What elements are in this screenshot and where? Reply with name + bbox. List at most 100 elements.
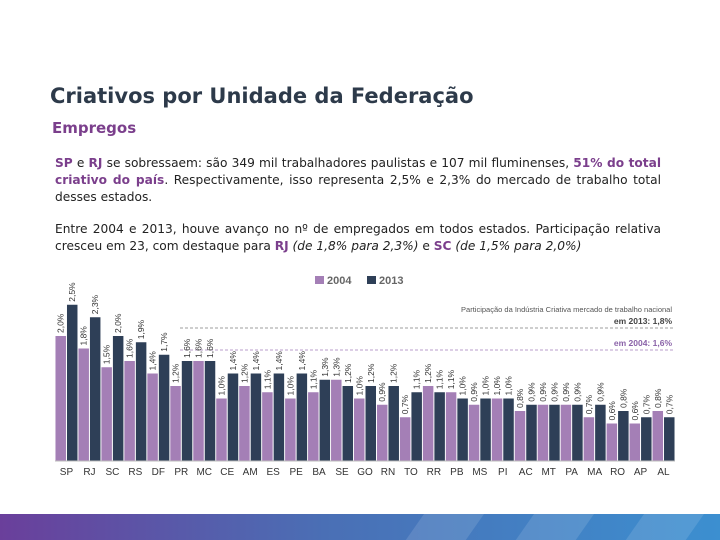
bar-chart: 2004 2013 Participação da Indústria Criati…	[55, 275, 675, 478]
bar-2004-SE	[331, 379, 342, 461]
data-label-2004-PI: 1,0%	[492, 376, 502, 396]
category-label-PA: PA	[565, 467, 578, 478]
data-label-2004-PR: 1,2%	[171, 363, 181, 383]
data-label-2013-RJ: 2,3%	[90, 294, 100, 314]
data-label-2013-RN: 1,2%	[389, 363, 399, 383]
bar-2013-MT	[549, 404, 560, 461]
data-label-2004-GO: 1,0%	[354, 376, 364, 396]
data-label-2004-PB: 1,1%	[446, 369, 456, 389]
bar-2013-AL	[664, 417, 675, 461]
data-label-2004-SP: 2,0%	[56, 313, 66, 333]
data-label-2013-SC: 2,0%	[113, 313, 123, 333]
category-label-MS: MS	[472, 467, 487, 478]
bar-2013-AC	[526, 404, 537, 461]
category-label-MC: MC	[196, 467, 212, 478]
sp-text: SP	[55, 156, 73, 170]
data-label-2004-DF: 1,4%	[148, 351, 158, 371]
category-label-AM: AM	[243, 467, 258, 478]
paragraph-1: SP e RJ se sobressaem: são 349 mil traba…	[55, 155, 661, 206]
highlight-text: 51% do total criativo do país	[55, 156, 662, 187]
bar-2004-GO	[354, 398, 365, 461]
data-label-2013-PR: 1,6%	[182, 338, 192, 358]
legend-swatch-2004	[315, 276, 324, 284]
bar-2013-TO	[411, 392, 422, 461]
bar-2004-PA	[560, 404, 572, 461]
bar-2013-PA	[572, 404, 583, 461]
data-label-2013-RS: 1,9%	[136, 319, 146, 339]
bar-2004-PE	[285, 398, 296, 461]
paragraph-1-text-a: se sobressaem: são 349 mil trabalhadores…	[102, 156, 574, 170]
bar-2004-MC	[193, 361, 204, 461]
bar-2013-SC	[112, 336, 124, 461]
bar-2013-RS	[135, 342, 147, 461]
bar-2013-PB	[457, 398, 468, 461]
bar-2013-PR	[181, 361, 193, 461]
sc-highlight: SC	[433, 239, 452, 253]
data-label-2004-ES: 1,1%	[262, 369, 272, 389]
data-label-2013-SE: 1,2%	[343, 363, 353, 383]
data-label-2013-PI: 1,0%	[504, 376, 514, 396]
bar-2013-RO	[618, 411, 629, 461]
paragraph-2: Entre 2004 e 2013, houve avanço no nº de…	[55, 221, 661, 255]
bar-2004-CE	[216, 398, 227, 461]
bar-2013-MC	[204, 361, 216, 461]
rj-detail: (de 1,8% para 2,3%)	[288, 239, 419, 253]
data-label-2004-MT: 0,9%	[538, 382, 548, 402]
bar-2004-TO	[399, 417, 411, 461]
data-label-2004-SC: 1,5%	[102, 344, 112, 364]
category-label-DF: DF	[152, 467, 165, 478]
data-label-2004-RJ: 1,8%	[79, 326, 89, 346]
data-label-2004-PA: 0,9%	[561, 382, 571, 402]
data-label-2013-AC: 0,9%	[526, 382, 536, 402]
bar-2013-MA	[595, 404, 606, 461]
bar-2013-DF	[158, 354, 170, 461]
category-label-PE: PE	[289, 467, 303, 478]
bar-2013-SP	[66, 304, 78, 461]
bar-2004-BA	[308, 392, 319, 461]
bar-2004-PB	[445, 392, 457, 461]
category-label-SC: SC	[105, 467, 119, 478]
category-label-GO: GO	[357, 467, 373, 478]
category-label-TO: TO	[404, 467, 418, 478]
bar-2004-RR	[422, 386, 434, 461]
data-label-2004-RR: 1,2%	[423, 363, 433, 383]
rj-text: RJ	[88, 156, 103, 170]
data-label-2013-AP: 0,7%	[641, 394, 651, 414]
data-label-2013-MS: 1,0%	[481, 376, 491, 396]
data-label-2013-AM: 1,4%	[251, 351, 261, 371]
bar-2004-RS	[124, 361, 135, 461]
bar-2004-ES	[262, 392, 273, 461]
category-label-AC: AC	[519, 467, 533, 478]
bar-2004-DF	[147, 373, 158, 461]
legend-label-2004: 2004	[327, 275, 352, 287]
data-label-2004-MC: 1,6%	[194, 338, 204, 358]
data-label-2004-RN: 0,9%	[377, 382, 387, 402]
data-label-2004-RO: 0,6%	[607, 401, 617, 421]
data-label-2004-BA: 1,1%	[308, 369, 318, 389]
category-label-PI: PI	[498, 467, 507, 478]
bar-2004-AP	[629, 423, 641, 461]
reference-line-label: em 2004: 1,6%	[614, 338, 673, 348]
bar-2013-AP	[641, 417, 652, 461]
data-label-2013-GO: 1,2%	[366, 363, 376, 383]
bar-2004-SC	[101, 367, 112, 461]
category-label-AP: AP	[634, 467, 648, 478]
category-label-CE: CE	[220, 467, 234, 478]
data-label-2004-AL: 0,8%	[653, 388, 663, 408]
bar-2013-GO	[365, 386, 376, 461]
bar-2013-MS	[480, 398, 491, 461]
bar-2004-MA	[583, 417, 595, 461]
data-label-2013-PE: 1,4%	[297, 351, 307, 371]
reference-line-label: em 2013: 1,8%	[614, 316, 673, 326]
data-label-2013-TO: 1,1%	[412, 369, 422, 389]
bar-2004-AL	[652, 411, 664, 461]
category-label-SP: SP	[60, 467, 74, 478]
bar-2013-ES	[273, 373, 285, 461]
data-label-2013-MA: 0,9%	[595, 382, 605, 402]
bar-2004-RJ	[78, 348, 89, 461]
category-label-SE: SE	[335, 467, 349, 478]
category-label-PB: PB	[450, 467, 464, 478]
category-label-RR: RR	[427, 467, 441, 478]
data-label-2013-MT: 0,9%	[549, 382, 559, 402]
paragraph-2-text: Entre 2004 e 2013, houve avanço no nº de…	[55, 222, 661, 253]
